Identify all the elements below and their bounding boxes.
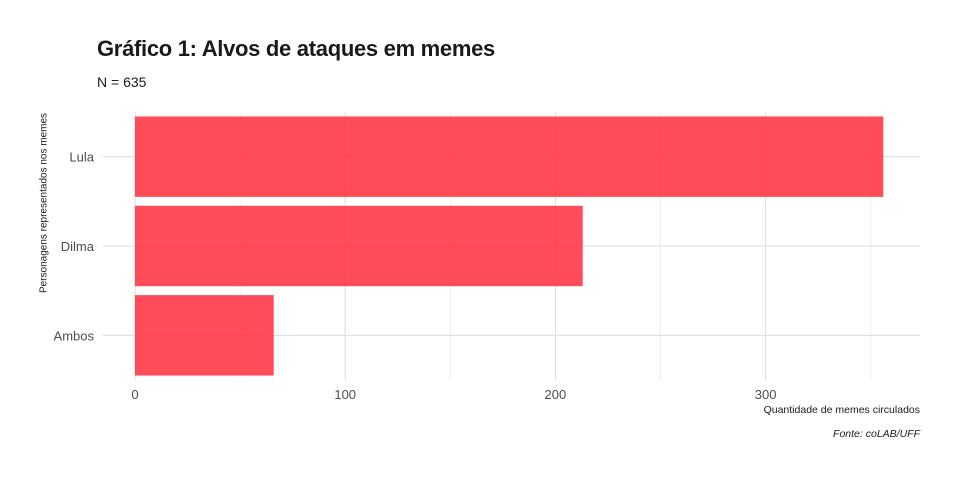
y-tick-label: Lula	[69, 150, 94, 165]
bar-dilma	[135, 205, 583, 287]
chart-title: Gráfico 1: Alvos de ataques em memes	[97, 36, 495, 61]
x-tick-label: 200	[545, 387, 567, 402]
x-tick-label: 100	[334, 387, 356, 402]
x-tick-label: 300	[755, 387, 777, 402]
x-tick-label: 0	[131, 387, 138, 402]
bar-ambos	[135, 295, 274, 376]
chart-subtitle: N = 635	[97, 74, 147, 90]
y-tick-label: Ambos	[54, 328, 95, 343]
bar-lula	[135, 116, 884, 197]
y-tick-label: Dilma	[61, 239, 95, 254]
caption: Fonte: coLAB/UFF	[833, 428, 920, 440]
x-axis-label: Quantidade de memes circulados	[763, 404, 920, 416]
